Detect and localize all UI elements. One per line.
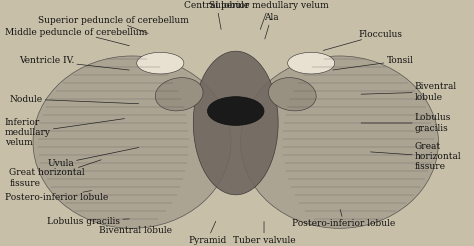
Ellipse shape [288, 52, 335, 74]
Text: Pyramid: Pyramid [188, 221, 227, 245]
Text: Great
horizontal
fissure: Great horizontal fissure [371, 142, 462, 171]
Ellipse shape [137, 52, 184, 74]
Ellipse shape [155, 78, 203, 111]
Text: Tonsil: Tonsil [333, 56, 413, 70]
Text: Lobulus gracilis: Lobulus gracilis [47, 217, 129, 226]
Text: Postero-inferior lobule: Postero-inferior lobule [292, 209, 396, 228]
Text: Lobulus
gracilis: Lobulus gracilis [361, 113, 451, 133]
Ellipse shape [240, 56, 438, 228]
Ellipse shape [193, 51, 278, 195]
Text: Superior medullary velum: Superior medullary velum [209, 1, 328, 30]
Text: Middle peduncle of cerebellum: Middle peduncle of cerebellum [5, 28, 147, 46]
Ellipse shape [33, 56, 231, 228]
Text: Great horizontal
fissure: Great horizontal fissure [9, 160, 101, 188]
Text: Nodule: Nodule [9, 94, 139, 104]
Text: Central lobule: Central lobule [184, 1, 249, 29]
Ellipse shape [208, 97, 264, 125]
Text: Flocculus: Flocculus [323, 30, 402, 50]
Text: Ala: Ala [264, 14, 278, 39]
Text: Biventral lobule: Biventral lobule [99, 226, 172, 235]
Text: Postero-inferior lobule: Postero-inferior lobule [5, 191, 108, 202]
Text: Tuber valvule: Tuber valvule [233, 222, 295, 245]
Text: Ventricle IV.: Ventricle IV. [19, 56, 129, 70]
Text: Biventral
lobule: Biventral lobule [361, 82, 457, 102]
Text: Superior peduncle of cerebellum: Superior peduncle of cerebellum [38, 15, 189, 33]
Text: Inferior
medullary
velum: Inferior medullary velum [5, 118, 125, 147]
Text: Uvula: Uvula [47, 148, 139, 168]
Ellipse shape [268, 78, 316, 111]
